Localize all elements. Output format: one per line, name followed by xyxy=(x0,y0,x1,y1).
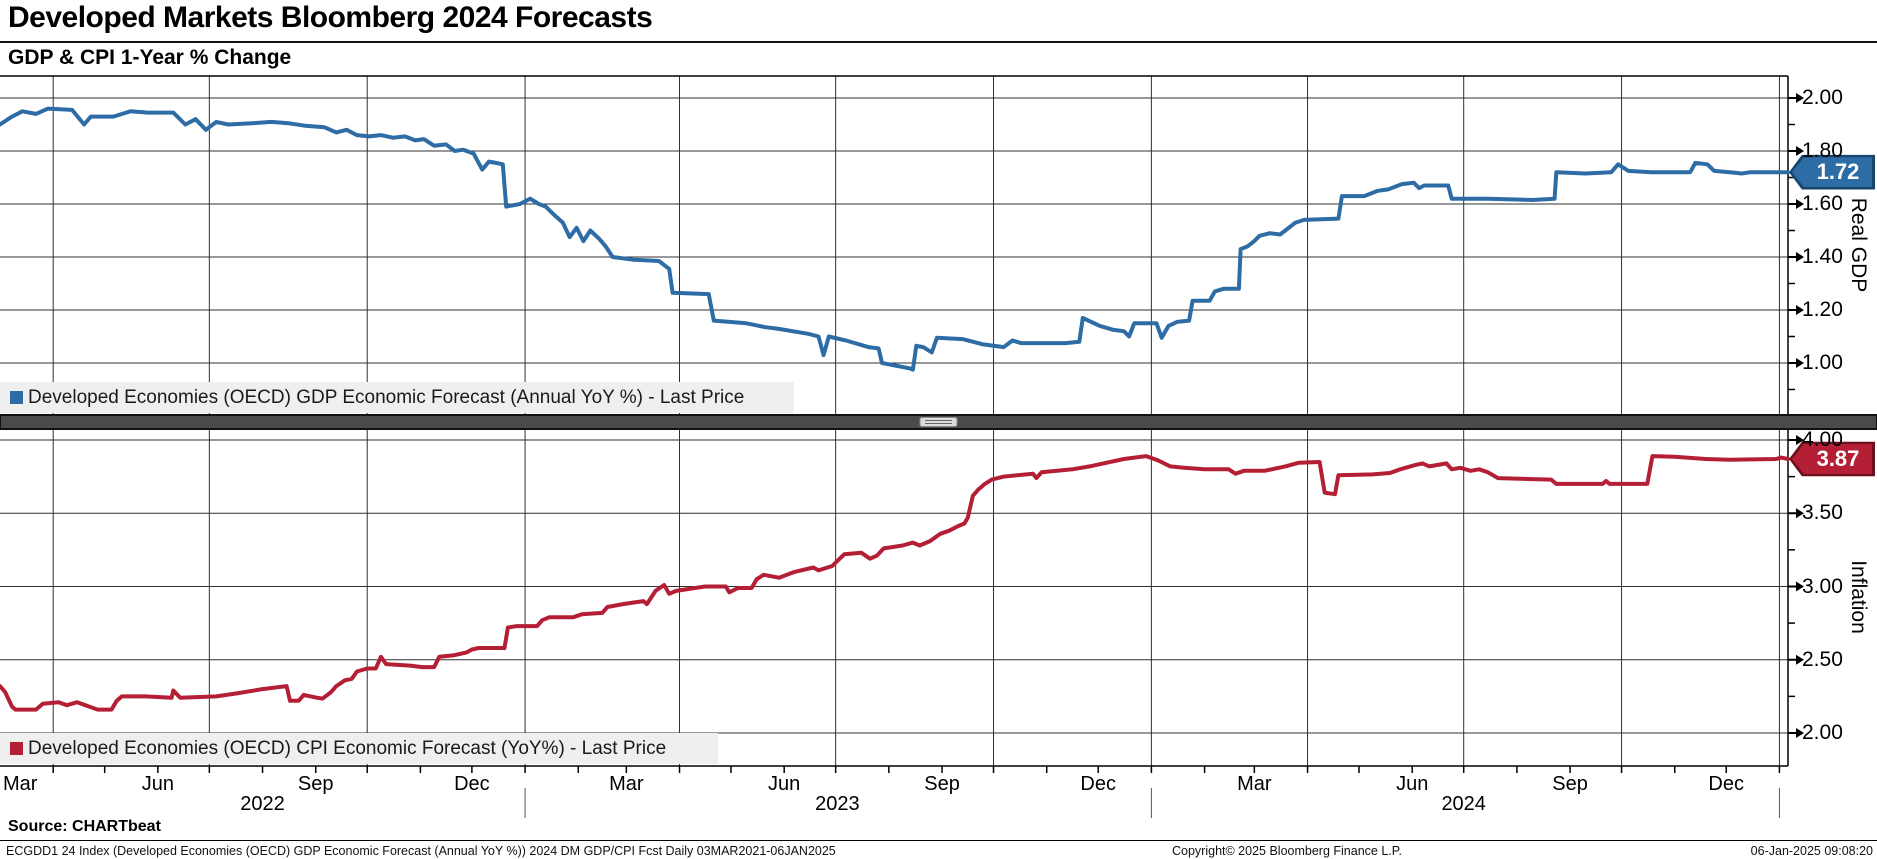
footer-copyright: Copyright© 2025 Bloomberg Finance L.P. xyxy=(1172,844,1402,858)
footer-index-description: ECGDD1 24 Index (Developed Economies (OE… xyxy=(6,844,836,858)
series-line-gdp xyxy=(0,106,1790,372)
legend-gdp: Developed Economies (OECD) GDP Economic … xyxy=(0,382,794,413)
badge-cpi-value: 3.87 xyxy=(1816,446,1860,472)
y-axis-title-inflation: Inflation xyxy=(1847,560,1870,634)
gdp-series-swatch-icon xyxy=(10,391,23,404)
badge-cpi-fill xyxy=(1792,444,1872,475)
title-divider xyxy=(0,41,1877,43)
footer-divider xyxy=(0,840,1877,841)
source-note: Source: CHARTbeat xyxy=(8,818,161,835)
chart-subtitle: GDP & CPI 1-Year % Change xyxy=(8,46,292,69)
cpi-series-swatch-icon xyxy=(10,742,23,755)
series-line-cpi xyxy=(0,454,1790,712)
footer-datetime: 06-Jan-2025 09:08:20 xyxy=(1750,844,1873,858)
badge-gdp-fill xyxy=(1792,157,1872,188)
page-title: Developed Markets Bloomberg 2024 Forecas… xyxy=(8,1,653,34)
last-price-badge-gdp: 1.72 xyxy=(1789,154,1875,190)
legend-cpi: Developed Economies (OECD) CPI Economic … xyxy=(0,733,718,764)
badge-gdp-value: 1.72 xyxy=(1816,159,1860,185)
legend-cpi-label: Developed Economies (OECD) CPI Economic … xyxy=(28,737,667,759)
last-price-badge-cpi: 3.87 xyxy=(1789,441,1875,477)
y-axis-title-real-gdp: Real GDP xyxy=(1847,197,1870,293)
legend-gdp-label: Developed Economies (OECD) GDP Economic … xyxy=(28,386,745,408)
